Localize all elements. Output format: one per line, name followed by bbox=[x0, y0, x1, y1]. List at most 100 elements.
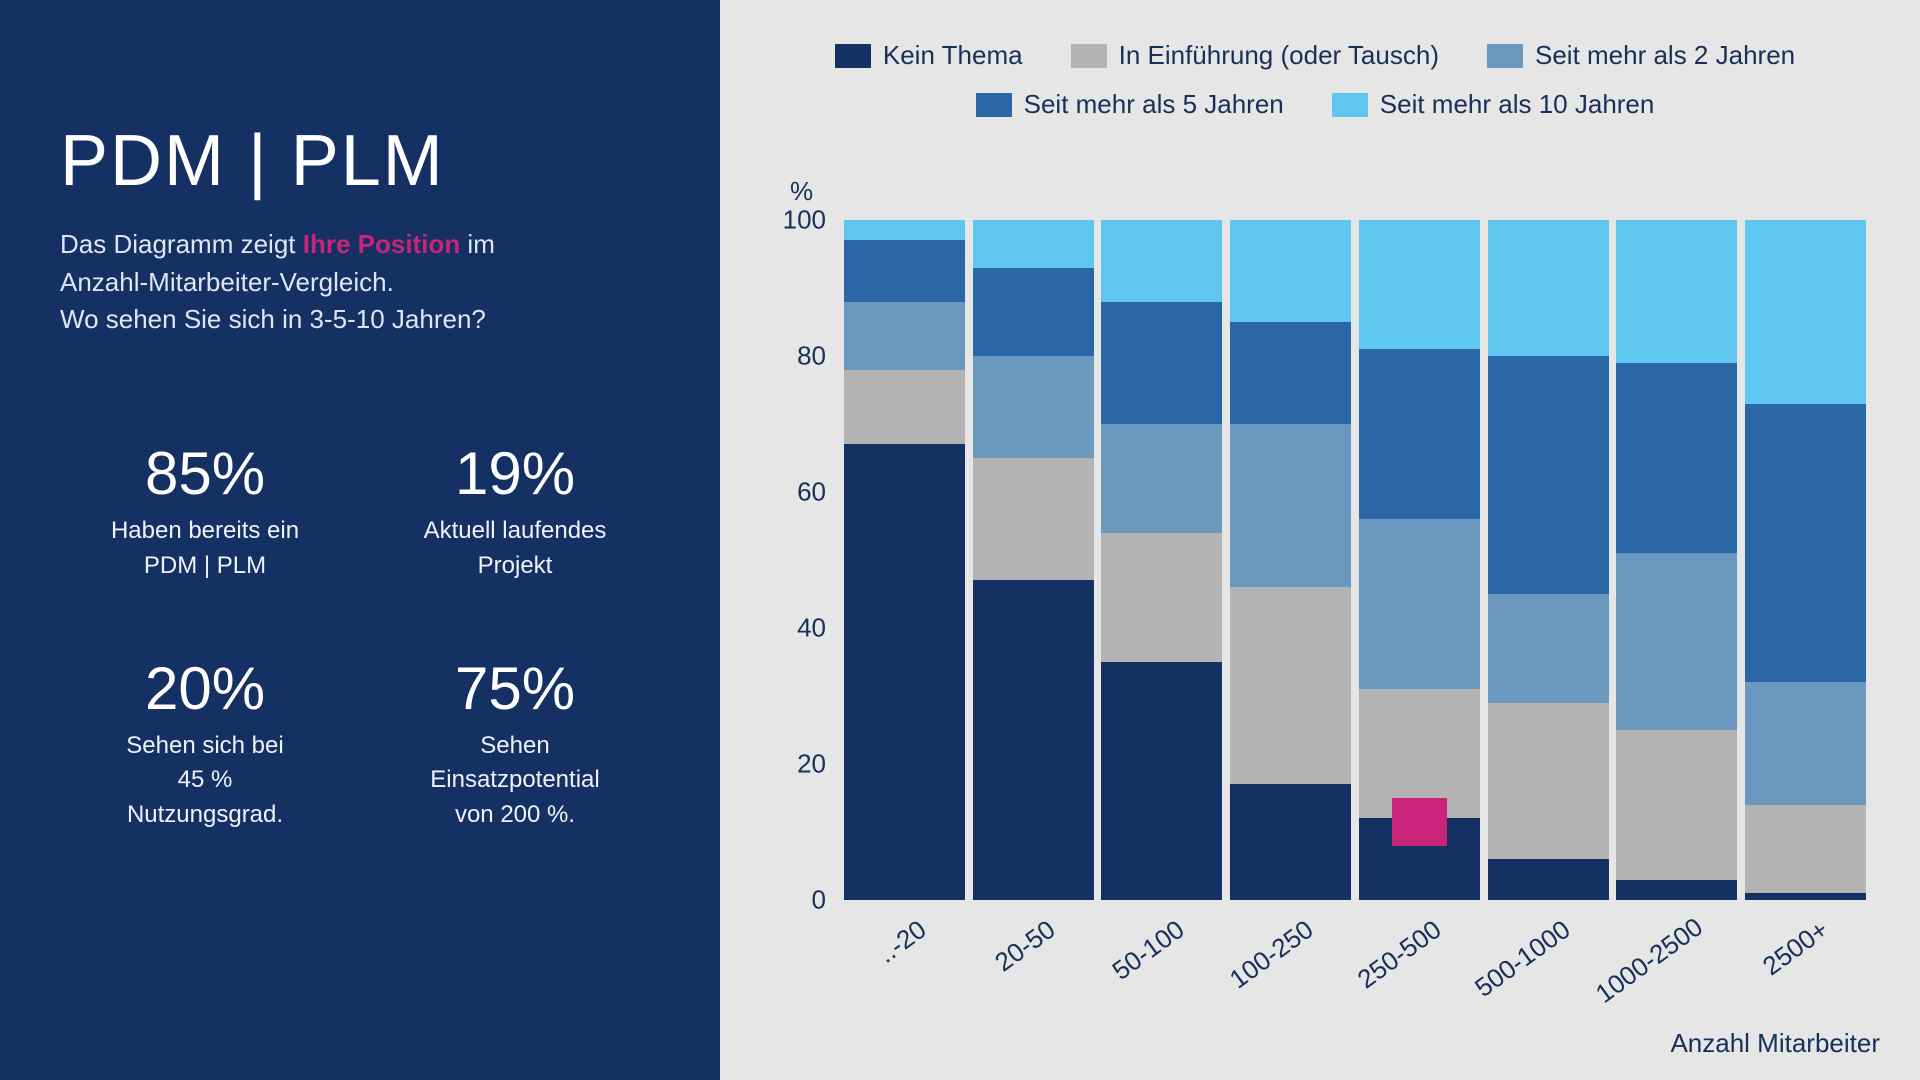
bar-segment bbox=[1616, 730, 1737, 880]
chart-plot-area: 020406080100..-2020-5050-100100-250250-5… bbox=[840, 220, 1870, 900]
x-tick-label: 500-1000 bbox=[1461, 914, 1576, 1010]
subtitle-pre: Das Diagramm zeigt bbox=[60, 229, 303, 259]
bar-segment bbox=[1101, 302, 1222, 424]
bar-segment bbox=[1745, 682, 1866, 804]
y-tick-label: 20 bbox=[797, 749, 826, 780]
bar-segment bbox=[1359, 349, 1480, 519]
bar-segment bbox=[1488, 703, 1609, 859]
left-panel: PDM | PLM Das Diagramm zeigt Ihre Positi… bbox=[0, 0, 720, 1080]
bar-segment bbox=[1101, 662, 1222, 900]
bar-segment bbox=[1616, 220, 1737, 363]
legend-swatch bbox=[835, 44, 871, 68]
stat-value: 75% bbox=[370, 654, 660, 723]
legend: Kein Thema In Einführung (oder Tausch) Sei… bbox=[750, 30, 1880, 140]
y-axis-unit: % bbox=[790, 176, 813, 207]
y-tick-label: 80 bbox=[797, 341, 826, 372]
bar-segment bbox=[1359, 220, 1480, 349]
bar bbox=[1488, 220, 1609, 900]
bar-segment bbox=[1488, 859, 1609, 900]
bar-segment bbox=[1616, 363, 1737, 553]
legend-item: Kein Thema bbox=[835, 40, 1023, 71]
stat-label: Aktuell laufendesProjekt bbox=[370, 514, 660, 584]
bar bbox=[1230, 220, 1351, 900]
y-tick-label: 40 bbox=[797, 613, 826, 644]
bar bbox=[973, 220, 1094, 900]
x-tick-label: 1000-2500 bbox=[1590, 914, 1705, 1010]
bar-segment bbox=[844, 240, 965, 301]
bar-segment bbox=[1230, 424, 1351, 587]
bar-segment bbox=[1745, 220, 1866, 404]
y-tick-label: 100 bbox=[783, 205, 826, 236]
position-marker bbox=[1392, 798, 1446, 846]
legend-swatch bbox=[1332, 93, 1368, 117]
bar bbox=[1616, 220, 1737, 900]
stat-label: Haben bereits einPDM | PLM bbox=[60, 514, 350, 584]
x-tick-label: 50-100 bbox=[1075, 914, 1190, 1010]
x-tick-label: 20-50 bbox=[946, 914, 1061, 1010]
bar-segment bbox=[1616, 880, 1737, 900]
bar-segment bbox=[1488, 594, 1609, 703]
bar-segment bbox=[1745, 404, 1866, 683]
legend-item: Seit mehr als 2 Jahren bbox=[1487, 40, 1795, 71]
bar-segment bbox=[973, 580, 1094, 900]
stat-0: 85%Haben bereits einPDM | PLM bbox=[60, 439, 350, 584]
bar-segment bbox=[973, 458, 1094, 580]
stat-1: 19%Aktuell laufendesProjekt bbox=[370, 439, 660, 584]
bar-segment bbox=[1230, 322, 1351, 424]
bar-segment bbox=[1101, 424, 1222, 533]
bar-segment bbox=[1616, 553, 1737, 730]
bar-segment bbox=[844, 220, 965, 240]
stat-3: 75%SehenEinsatzpotentialvon 200 %. bbox=[370, 654, 660, 833]
legend-label: Seit mehr als 5 Jahren bbox=[1024, 89, 1284, 120]
bar bbox=[1745, 220, 1866, 900]
bar-segment bbox=[1230, 784, 1351, 900]
x-axis-title: Anzahl Mitarbeiter bbox=[1670, 1028, 1880, 1059]
legend-swatch bbox=[1071, 44, 1107, 68]
stat-2: 20%Sehen sich bei45 %Nutzungsgrad. bbox=[60, 654, 350, 833]
legend-item: Seit mehr als 5 Jahren bbox=[976, 89, 1284, 120]
bar-segment bbox=[844, 444, 965, 900]
bar-segment bbox=[1359, 519, 1480, 689]
bar-segment bbox=[1101, 220, 1222, 302]
bar-segment bbox=[973, 220, 1094, 268]
legend-swatch bbox=[1487, 44, 1523, 68]
stats-grid: 85%Haben bereits einPDM | PLM19%Aktuell … bbox=[60, 439, 660, 833]
bar-segment bbox=[1745, 805, 1866, 893]
bar bbox=[1101, 220, 1222, 900]
legend-swatch bbox=[976, 93, 1012, 117]
stat-value: 85% bbox=[60, 439, 350, 508]
bar-segment bbox=[1230, 587, 1351, 784]
subtitle-highlight: Ihre Position bbox=[303, 229, 460, 259]
legend-label: Kein Thema bbox=[883, 40, 1023, 71]
legend-item: In Einführung (oder Tausch) bbox=[1071, 40, 1439, 71]
legend-label: Seit mehr als 10 Jahren bbox=[1380, 89, 1655, 120]
x-tick-label: 250-500 bbox=[1332, 914, 1447, 1010]
x-tick-label: 2500+ bbox=[1719, 914, 1834, 1010]
y-tick-label: 0 bbox=[812, 885, 826, 916]
subtitle: Das Diagramm zeigt Ihre Position imAnzah… bbox=[60, 226, 660, 339]
bar-segment bbox=[1488, 220, 1609, 356]
stat-label: Sehen sich bei45 %Nutzungsgrad. bbox=[60, 729, 350, 833]
page-title: PDM | PLM bbox=[60, 120, 660, 202]
y-tick-label: 60 bbox=[797, 477, 826, 508]
chart-container: Kein Thema In Einführung (oder Tausch) Sei… bbox=[750, 30, 1880, 1050]
bar-segment bbox=[1230, 220, 1351, 322]
bar bbox=[844, 220, 965, 900]
bar-segment bbox=[1488, 356, 1609, 594]
legend-label: Seit mehr als 2 Jahren bbox=[1535, 40, 1795, 71]
bar-segment bbox=[1745, 893, 1866, 900]
right-panel: Kein Thema In Einführung (oder Tausch) Sei… bbox=[720, 0, 1920, 1080]
legend-label: In Einführung (oder Tausch) bbox=[1119, 40, 1439, 71]
stat-value: 19% bbox=[370, 439, 660, 508]
stat-label: SehenEinsatzpotentialvon 200 %. bbox=[370, 729, 660, 833]
bar-segment bbox=[844, 370, 965, 445]
x-tick-label: ..-20 bbox=[817, 914, 932, 1010]
bar-segment bbox=[1101, 533, 1222, 662]
legend-item: Seit mehr als 10 Jahren bbox=[1332, 89, 1655, 120]
x-tick-label: 100-250 bbox=[1204, 914, 1319, 1010]
bar-segment bbox=[973, 268, 1094, 356]
page: PDM | PLM Das Diagramm zeigt Ihre Positi… bbox=[0, 0, 1920, 1080]
bar-segment bbox=[844, 302, 965, 370]
stat-value: 20% bbox=[60, 654, 350, 723]
bar-segment bbox=[973, 356, 1094, 458]
